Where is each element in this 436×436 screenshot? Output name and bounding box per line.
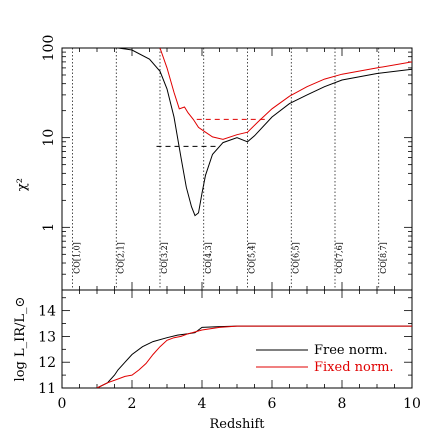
x-axis-label: Redshift	[209, 417, 265, 432]
x-tick-label: 6	[268, 396, 277, 412]
free-norm-chi2-curve	[117, 48, 412, 217]
bottom-panel: 11 12 13 14 0 2 4 6 8 10 Redshift log L_IR/L_⊙ Free …	[13, 289, 421, 432]
top-panel: 100 10 1 χ² CO[1,0] CO[2,1] CO[3,2] CO[4,3] CO[5…	[15, 35, 413, 291]
top-ytick-label: 100	[41, 35, 57, 62]
bottom-ytick-label: 13	[38, 329, 56, 345]
fixed-norm-lir-curve	[96, 325, 412, 388]
co-transition-label: CO[6,5]	[291, 242, 300, 274]
x-tick-label: 8	[338, 396, 347, 412]
top-ytick-label: 1	[41, 223, 57, 232]
co-transition-label: CO[3,2]	[160, 242, 169, 274]
co-transition-label: CO[4,3]	[204, 242, 213, 274]
legend-label: Free norm.	[314, 343, 388, 358]
x-tick-label: 0	[58, 396, 67, 412]
co-transition-label: CO[8,7]	[379, 242, 388, 274]
bottom-ytick-label: 11	[38, 381, 56, 397]
x-tick-label: 10	[403, 396, 421, 412]
x-tick-label: 4	[198, 396, 207, 412]
bottom-y-axis-label: log L_IR/L_⊙	[13, 297, 28, 382]
top-y-axis-label: χ²	[15, 178, 30, 191]
co-transition-label: CO[2,1]	[116, 242, 125, 274]
co-transition-label: CO[5,4]	[248, 242, 257, 274]
co-transition-label: CO[7,6]	[335, 242, 344, 274]
top-ytick-label: 10	[41, 129, 57, 147]
co-transition-label: CO[1,0]	[73, 242, 82, 274]
legend-label: Fixed norm.	[314, 360, 394, 375]
x-tick-label: 2	[128, 396, 137, 412]
fixed-norm-chi2-curve	[159, 48, 412, 140]
top-panel-frame	[61, 47, 413, 291]
bottom-ytick-label: 14	[38, 304, 56, 320]
bottom-ytick-label: 12	[38, 355, 56, 371]
